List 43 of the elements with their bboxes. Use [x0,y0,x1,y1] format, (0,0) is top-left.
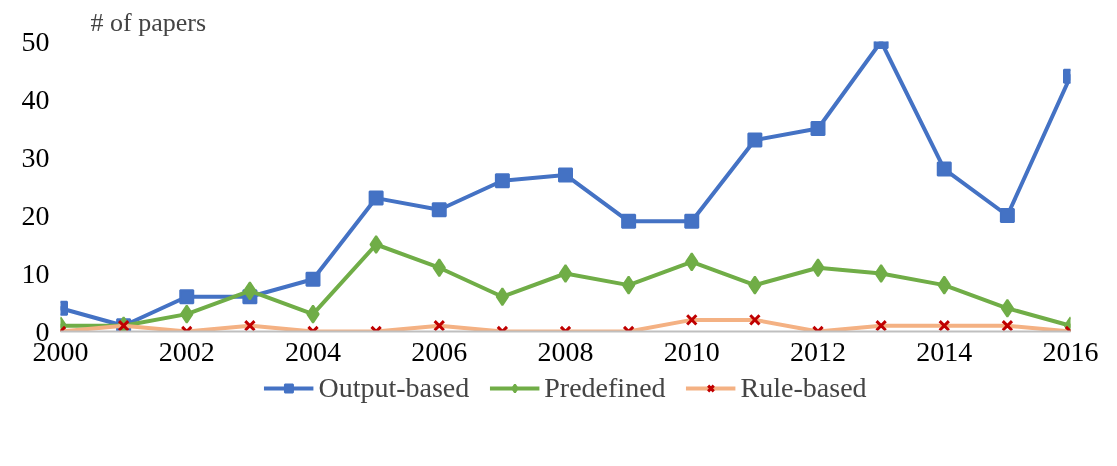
point [180,304,194,324]
y-tick-label: 20 [21,199,50,231]
point [558,167,573,183]
point [685,252,699,272]
point [811,258,825,278]
x-tick-label: 2006 [411,335,468,367]
x-tick-label: 2008 [537,335,594,367]
point [747,132,763,148]
point [999,208,1015,223]
point [621,213,637,229]
x-tick-label: 2002 [158,335,215,367]
point [810,121,826,136]
point [243,281,257,301]
point [432,258,446,278]
y-axis-title: # of papers [90,7,207,37]
point [306,304,320,324]
point [495,287,510,307]
point [431,202,447,218]
y-tick-label: 50 [21,25,50,57]
point [305,271,321,287]
point [368,190,384,206]
x-tick-label: 2010 [663,335,720,367]
point [179,289,195,305]
x-tick-label: 2014 [916,335,973,367]
point [937,275,951,295]
point [1000,298,1015,318]
point [621,275,636,295]
legend-label: Output-based [318,372,470,404]
x-tick-label: 2016 [1042,335,1099,367]
x-tick-label: 2012 [790,335,846,367]
y-tick-label: 40 [21,83,50,115]
legend-label: Rule-based [740,372,867,404]
legend-label: Predefined [544,372,666,404]
point [494,173,510,189]
y-tick-label: 10 [21,257,50,289]
point [748,275,762,295]
point [874,264,888,283]
point [936,161,952,177]
point [369,235,383,254]
x-tick-label: 2004 [285,335,341,367]
y-tick-label: 30 [21,141,50,173]
point [558,264,573,283]
point [684,213,700,229]
